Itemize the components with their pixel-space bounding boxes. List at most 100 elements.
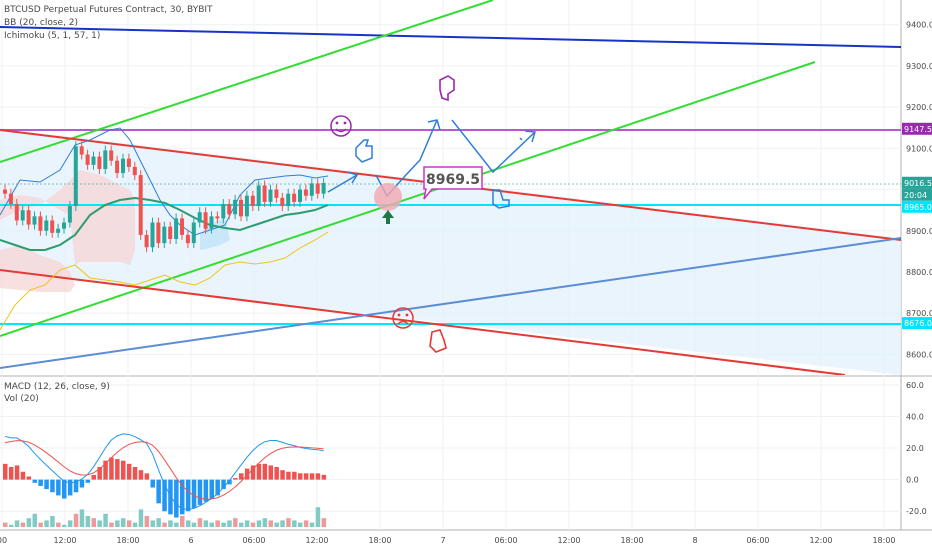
volume-bar bbox=[115, 520, 120, 527]
macd-histogram-bar bbox=[244, 468, 250, 480]
candle-body bbox=[85, 154, 90, 165]
macd-histogram-bar bbox=[103, 460, 108, 480]
macd-histogram-bar bbox=[221, 479, 226, 490]
candle-body bbox=[79, 146, 84, 155]
macd-histogram-bar bbox=[73, 479, 79, 493]
candle-body bbox=[203, 212, 208, 229]
price-tag-shape bbox=[423, 166, 483, 200]
volume-bar bbox=[280, 520, 285, 527]
volume-bar bbox=[126, 520, 132, 527]
macd-histogram-bar bbox=[3, 463, 8, 480]
bb-upper-band bbox=[0, 127, 329, 236]
volume-bar bbox=[85, 516, 91, 527]
vol-indicator-label: Vol (20) bbox=[4, 394, 39, 404]
price-tick-label: 9300.0 bbox=[906, 62, 932, 71]
macd-histogram-bar bbox=[180, 479, 185, 515]
macd-histogram-bar bbox=[150, 479, 155, 488]
candle-body bbox=[50, 220, 55, 233]
macd-histogram-bar bbox=[298, 473, 303, 480]
candle-body bbox=[115, 160, 120, 174]
signal-line bbox=[4, 440, 324, 500]
time-tick-label: 7 bbox=[440, 536, 445, 545]
macd-histogram-bar bbox=[239, 473, 244, 480]
candle-body bbox=[227, 203, 232, 215]
macd-histogram-bar bbox=[227, 479, 232, 485]
price-badge-label: 9016.5 bbox=[904, 179, 932, 188]
ichimoku-cloud-lower bbox=[0, 245, 75, 292]
macd-tick-label: -20.0 bbox=[906, 507, 927, 516]
time-tick-label: 18:00 bbox=[368, 536, 391, 545]
volume-bar bbox=[227, 520, 232, 527]
time-tick-label: 12:00 bbox=[809, 536, 832, 545]
time-tick-label: 18:00 bbox=[116, 536, 139, 545]
volume-bar bbox=[256, 520, 262, 527]
volume-bar bbox=[132, 522, 138, 527]
candle-body bbox=[256, 185, 261, 207]
hand-pointing-up-blue-icon bbox=[492, 189, 510, 209]
ichimoku-indicator-label: Ichimoku (5, 1, 57, 1) bbox=[4, 31, 100, 41]
macd-histogram-bar bbox=[286, 471, 291, 480]
macd-histogram-bar bbox=[315, 473, 321, 480]
touch-point-marker bbox=[374, 183, 402, 211]
macd-histogram-bar bbox=[156, 479, 161, 504]
candle-body bbox=[191, 222, 196, 244]
volume-bar bbox=[56, 522, 61, 527]
candle-body bbox=[174, 218, 179, 240]
candle-body bbox=[309, 183, 314, 196]
macd-histogram-bar bbox=[162, 479, 167, 512]
macd-histogram-bar bbox=[256, 463, 262, 480]
volume-bar bbox=[67, 520, 73, 527]
volume-bar bbox=[20, 522, 26, 527]
macd-histogram-bar bbox=[144, 473, 150, 480]
price-badge-label: 8965.0 bbox=[904, 203, 932, 212]
price-tick-label: 9100.0 bbox=[906, 144, 932, 153]
macd-histogram-bar bbox=[233, 478, 238, 480]
candle-body bbox=[315, 183, 320, 194]
hand-pointing-down-red-icon bbox=[429, 329, 447, 353]
candle-body bbox=[138, 175, 143, 235]
blue-resistance-trendline bbox=[0, 26, 901, 48]
volume-bar bbox=[156, 518, 161, 527]
volume-bar bbox=[138, 509, 144, 527]
channel-fill bbox=[0, 128, 901, 375]
macd-histogram-bar bbox=[109, 457, 114, 480]
candle-body bbox=[14, 203, 19, 221]
volume-bar bbox=[168, 520, 173, 527]
volume-bar bbox=[239, 522, 244, 527]
volume-bar bbox=[309, 522, 315, 527]
macd-histogram-bar bbox=[215, 479, 220, 496]
volume-bar bbox=[315, 507, 321, 527]
candle-body bbox=[121, 158, 125, 174]
candle-body bbox=[67, 206, 72, 223]
projection-small-arrow bbox=[519, 137, 523, 141]
time-tick-label: 06:00 bbox=[494, 536, 517, 545]
volume-bar bbox=[321, 518, 327, 527]
candle-body bbox=[73, 146, 78, 207]
volume-bar bbox=[274, 522, 279, 527]
volume-bar bbox=[191, 522, 197, 527]
macd-tick-label: 0.0 bbox=[906, 476, 919, 485]
time-tick-label: 06:00 bbox=[746, 536, 769, 545]
candle-body bbox=[91, 156, 96, 165]
candle-body bbox=[109, 150, 114, 161]
sad-face-icon bbox=[392, 307, 414, 329]
macd-histogram-bar bbox=[138, 470, 144, 480]
candle-body bbox=[3, 189, 7, 194]
candles-layer bbox=[3, 141, 326, 253]
candle-body bbox=[126, 158, 131, 167]
candle-body bbox=[221, 203, 226, 219]
time-tick-label: 12:00 bbox=[557, 536, 580, 545]
candle-body bbox=[56, 228, 61, 233]
red-lower-channel-line bbox=[0, 269, 846, 375]
macd-histogram-bar bbox=[62, 479, 67, 499]
candle-body bbox=[8, 193, 13, 204]
volume-bar bbox=[303, 520, 309, 527]
candle-body bbox=[156, 222, 161, 244]
volume-bar bbox=[103, 513, 108, 527]
macd-histogram-bar bbox=[67, 479, 73, 496]
volume-bar bbox=[32, 513, 37, 527]
macd-histogram-bar bbox=[203, 479, 209, 502]
macd-histogram-bar bbox=[85, 479, 91, 483]
